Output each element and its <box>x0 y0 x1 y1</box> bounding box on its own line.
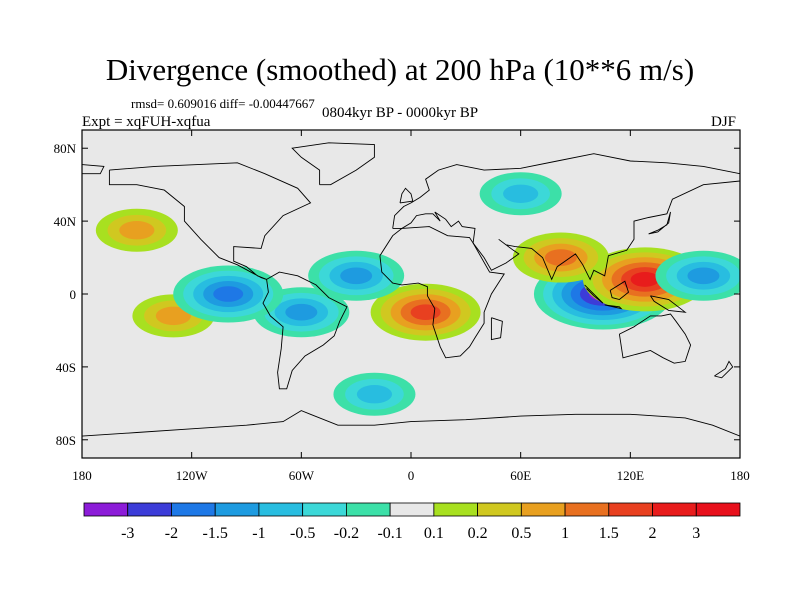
feature-4 <box>95 208 178 252</box>
coastlines <box>82 142 740 437</box>
coastline-3 <box>392 153 740 281</box>
x-tick-label-5: 120E <box>617 468 645 483</box>
coastline-4 <box>82 164 105 175</box>
colorbar-label-6: -0.1 <box>377 525 402 542</box>
x-tick-label-6: 180 <box>730 468 750 483</box>
colorbar-label-2: -1.5 <box>203 525 228 542</box>
colorbar-label-3: -1 <box>252 525 265 542</box>
coastline-9 <box>604 304 623 310</box>
feature-2 <box>370 283 481 341</box>
colorbar-label-9: 0.5 <box>511 525 531 542</box>
colorbar-label-0: -3 <box>121 525 134 542</box>
coastline-6 <box>291 142 375 186</box>
colorbar-box-1 <box>127 502 172 517</box>
coastline-2 <box>379 226 505 359</box>
feature-9 <box>655 250 740 301</box>
coastline-0 <box>108 162 312 280</box>
period-label: 0804kyr BP - 0000kyr BP <box>322 105 479 121</box>
experiment-label: Expt = xqFUH-xqfua <box>82 114 211 130</box>
chart-title: Divergence (smoothed) at 200 hPa (10**6 … <box>105 52 695 87</box>
colorbar-box-10 <box>520 502 566 517</box>
y-tick-label-2: 0 <box>70 287 77 302</box>
season-label: DJF <box>711 114 737 130</box>
colorbar-box-8 <box>433 502 478 517</box>
colorbar-label-12: 2 <box>649 525 657 542</box>
coastline-7 <box>82 410 740 437</box>
y-tick-label-1: 40N <box>54 214 77 229</box>
colorbar-box-6 <box>345 502 391 517</box>
colorbar-box-7 <box>389 502 435 517</box>
colorbar-box-14 <box>695 502 741 517</box>
x-tick-label-2: 60W <box>289 468 315 483</box>
colorbar-box-2 <box>171 502 216 517</box>
colorbar-label-4: -0.5 <box>290 525 315 542</box>
y-tick-label-4: 80S <box>56 433 76 448</box>
feature-10 <box>479 172 562 216</box>
feature-8 <box>173 265 284 323</box>
x-tick-label-1: 120W <box>176 468 209 483</box>
colorbar-label-11: 1.5 <box>599 525 619 542</box>
feature-3 <box>512 232 609 283</box>
coastline-10 <box>609 280 630 300</box>
feature-6 <box>308 250 405 301</box>
colorbar-box-11 <box>564 502 610 517</box>
coastline-1 <box>262 271 348 390</box>
colorbar-label-8: 0.2 <box>468 525 488 542</box>
coastline-13 <box>399 187 414 204</box>
x-tick-label-3: 0 <box>408 468 415 483</box>
y-tick-label-3: 40S <box>56 360 76 375</box>
colorbar-label-7: 0.1 <box>424 525 444 542</box>
coastline-5 <box>618 313 692 364</box>
rmsd-diff-stats: rmsd= 0.609016 diff= -0.00447667 <box>131 96 315 111</box>
coastline-14 <box>490 317 503 341</box>
feature-11 <box>333 372 416 416</box>
colorbar-box-0 <box>83 502 129 517</box>
colorbar-box-13 <box>652 502 697 517</box>
colorbar-box-12 <box>608 502 653 517</box>
x-tick-label-4: 60E <box>510 468 531 483</box>
colorbar-label-13: 3 <box>692 525 700 542</box>
colorbar-box-9 <box>477 502 522 517</box>
colorbar-box-3 <box>214 502 260 517</box>
coastline-12 <box>648 211 671 235</box>
colorbar-label-1: -2 <box>165 525 178 542</box>
colorbar-label-5: -0.2 <box>334 525 359 542</box>
coastline-11 <box>650 295 687 313</box>
coastline-15 <box>714 360 734 379</box>
colorbar-box-4 <box>258 502 304 517</box>
colorbar-box-5 <box>302 502 347 517</box>
colorbar-label-10: 1 <box>561 525 569 542</box>
coastline-8 <box>584 284 604 304</box>
y-tick-label-0: 80N <box>54 141 77 156</box>
x-tick-label-0: 180 <box>72 468 92 483</box>
